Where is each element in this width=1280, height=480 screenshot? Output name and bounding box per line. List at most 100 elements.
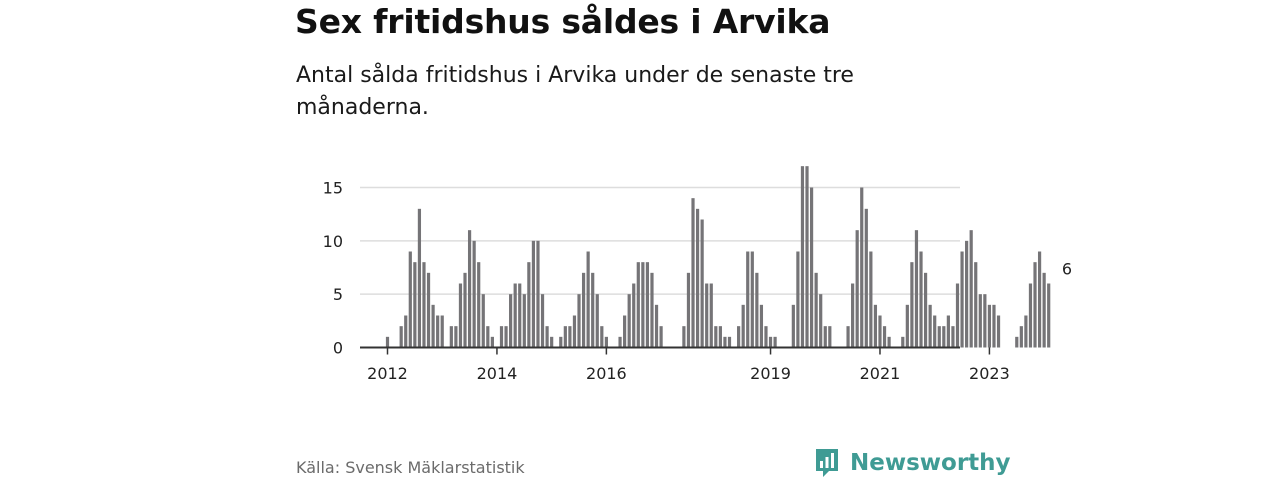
- bar: [700, 219, 704, 348]
- bar: [933, 315, 937, 348]
- bar: [946, 315, 950, 348]
- axes: 0 5 10 15 2012 2014 2016 2019 2021 2023 6: [323, 179, 1072, 384]
- bar: [819, 294, 823, 348]
- bar: [873, 304, 878, 348]
- bar: [559, 336, 563, 348]
- brand-logo[interactable]: Newsworthy: [814, 446, 1011, 480]
- bar: [718, 326, 722, 348]
- bar: [1033, 262, 1037, 348]
- bar: [923, 272, 928, 348]
- bar: [682, 326, 686, 348]
- bar: [855, 230, 859, 348]
- bar: [509, 294, 513, 348]
- source-note: Källa: Svensk Mäklarstatistik: [296, 458, 525, 477]
- bar: [481, 294, 485, 348]
- bar: [759, 304, 764, 348]
- bar: [591, 272, 595, 348]
- bar: [969, 230, 973, 348]
- x-tick-label: 2019: [750, 364, 791, 383]
- bar: [1024, 315, 1028, 348]
- bar: [641, 262, 645, 348]
- bar: [581, 272, 586, 348]
- bar: [449, 326, 453, 348]
- bar: [705, 283, 709, 348]
- bar: [914, 230, 919, 348]
- bar: [823, 326, 827, 348]
- bar: [955, 283, 960, 348]
- bar: [440, 315, 444, 348]
- bar: [1042, 272, 1046, 348]
- bar: [709, 283, 713, 348]
- bar: [869, 251, 873, 348]
- bar: [860, 187, 864, 348]
- x-tick-label: 2014: [477, 364, 518, 383]
- bar: [942, 326, 946, 348]
- bar: [992, 304, 996, 348]
- bar: [974, 262, 978, 348]
- bar: [404, 315, 408, 348]
- x-tick-label: 2012: [367, 364, 408, 383]
- bar: [463, 272, 467, 348]
- bar: [851, 283, 855, 348]
- bar: [928, 304, 932, 348]
- bar: [978, 294, 982, 348]
- bar: [486, 326, 490, 348]
- bar: [910, 262, 914, 348]
- highlight-value-label: 6: [1062, 260, 1072, 279]
- bar: [472, 240, 476, 348]
- bar: [454, 326, 458, 348]
- bars: [385, 166, 1051, 348]
- bar: [636, 262, 640, 348]
- bar: [618, 336, 622, 348]
- bar: [768, 336, 773, 348]
- bar: [809, 187, 814, 348]
- y-tick-label: 5: [333, 285, 343, 304]
- bar: [1015, 336, 1019, 348]
- bar: [577, 294, 581, 348]
- bar: [490, 336, 494, 348]
- bar: [632, 283, 636, 348]
- bar: [814, 272, 818, 348]
- y-tick-label: 0: [333, 339, 343, 358]
- brand-name: Newsworthy: [850, 450, 1011, 476]
- bar: [727, 336, 732, 348]
- bar: [796, 251, 800, 348]
- bar: [654, 304, 659, 348]
- bar: [477, 262, 481, 348]
- bar: [937, 326, 941, 348]
- bar: [960, 251, 964, 348]
- bar: [426, 272, 431, 348]
- bar: [563, 326, 567, 348]
- bar: [467, 230, 472, 348]
- x-tick-label: 2016: [586, 364, 627, 383]
- bar: [746, 251, 750, 348]
- bar: [951, 326, 955, 348]
- bar: [714, 326, 718, 348]
- bar: [627, 294, 631, 348]
- chart-title: Sex fritidshus såldes i Arvika: [295, 2, 831, 41]
- bar: [755, 272, 759, 348]
- bar: [987, 304, 992, 348]
- bar: [399, 326, 403, 348]
- bar: [504, 326, 508, 348]
- bar: [791, 304, 795, 348]
- bar: [408, 251, 412, 348]
- bar: [600, 326, 604, 348]
- bar: [686, 272, 691, 348]
- bar: [1037, 251, 1042, 348]
- bar: [764, 326, 768, 348]
- bar: [385, 336, 390, 348]
- x-tick-label: 2023: [969, 364, 1010, 383]
- bar: [996, 315, 1001, 348]
- bar: [572, 315, 577, 348]
- y-tick-label: 15: [323, 179, 343, 198]
- bar: [436, 315, 440, 348]
- bar: [545, 326, 549, 348]
- bar: [878, 315, 882, 348]
- bar: [805, 166, 809, 348]
- bar: [965, 240, 969, 348]
- bar: [645, 262, 650, 348]
- bar: [723, 336, 727, 348]
- bar: [773, 336, 777, 348]
- bar: [1028, 283, 1033, 348]
